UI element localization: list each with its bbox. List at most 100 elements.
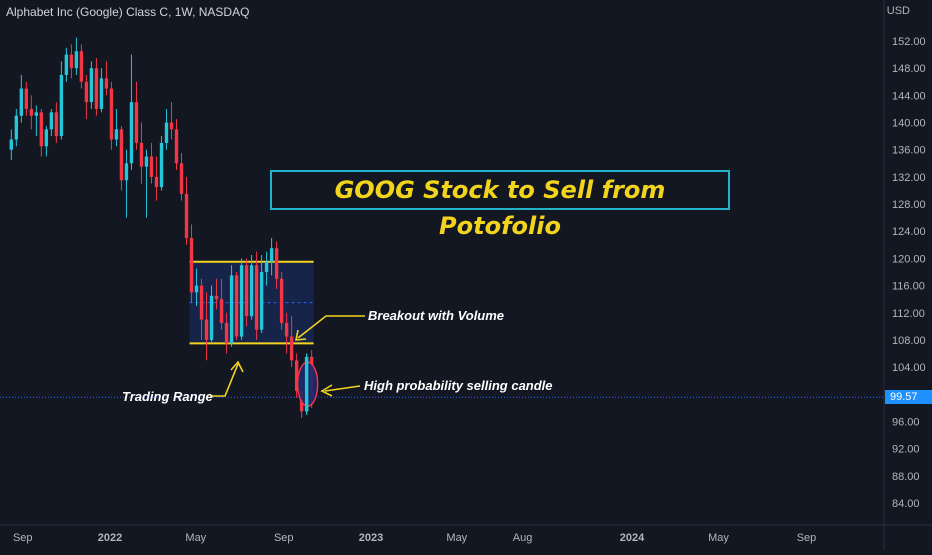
candle-body — [34, 112, 39, 116]
candle-body — [289, 336, 294, 361]
candle-body — [294, 360, 299, 391]
candle-body — [264, 261, 269, 272]
candle-body — [59, 74, 64, 137]
y-tick-label: 88.00 — [892, 471, 920, 483]
y-tick-label: 120.00 — [892, 253, 926, 265]
y-tick-label: 84.00 — [892, 498, 920, 510]
range-arrow-head — [230, 360, 244, 373]
candle-body — [69, 54, 74, 69]
chart-annotation-title: GOOG Stock to Sell from Potofolio — [270, 170, 730, 240]
breakout-arrow-head — [295, 329, 307, 341]
candle-body — [194, 285, 199, 293]
candle-body — [124, 163, 129, 181]
candle-body — [104, 78, 109, 89]
y-tick-label: 148.00 — [892, 63, 926, 75]
candle-body — [139, 142, 144, 167]
selling-arrow-line — [324, 385, 361, 392]
candle-body — [269, 248, 274, 262]
candle-body — [14, 115, 19, 140]
candle-body — [249, 265, 254, 317]
y-tick-label: 124.00 — [892, 226, 926, 238]
candle-body — [144, 156, 149, 167]
candle-body — [159, 142, 164, 188]
candle-body — [214, 295, 219, 300]
candle-body — [239, 265, 244, 337]
breakout-annotation: Breakout with Volume — [368, 308, 505, 323]
y-tick-label: 144.00 — [892, 90, 926, 102]
candle-body — [79, 51, 84, 82]
candle-body — [179, 163, 184, 194]
candle-body — [284, 322, 289, 337]
candle-body — [244, 265, 249, 317]
candle-body — [254, 265, 259, 330]
candle-body — [224, 322, 229, 344]
y-tick-label: 108.00 — [892, 335, 926, 347]
y-tick-label: 112.00 — [892, 308, 925, 320]
annotation-arrows-layer — [210, 315, 365, 415]
candle-body — [199, 285, 204, 320]
candle-body — [39, 112, 44, 147]
y-tick-label: 152.00 — [892, 36, 926, 48]
candle-body — [209, 295, 214, 340]
chart-header-title: Alphabet Inc (Google) Class C, 1W, NASDA… — [6, 5, 250, 19]
candle-body — [229, 275, 234, 344]
candle-body — [84, 81, 89, 103]
candle-body — [259, 272, 264, 330]
x-tick-label: Aug — [513, 532, 533, 544]
x-tick-label: May — [708, 532, 729, 544]
currency-label: USD — [886, 5, 910, 17]
candle-body — [134, 102, 139, 143]
candle-body — [89, 68, 94, 103]
candle-body — [149, 156, 154, 177]
candle-body — [189, 238, 194, 293]
x-tick-label: 2024 — [620, 532, 645, 544]
candle-body — [164, 122, 169, 143]
candle-body — [279, 278, 284, 323]
range-arrow-line — [210, 363, 239, 397]
candle-body — [49, 112, 54, 130]
candle-body — [24, 88, 29, 109]
last-price-tag: 99.57 — [885, 390, 932, 405]
candle-body — [44, 129, 49, 147]
candle-body — [274, 248, 279, 279]
candle-body — [114, 129, 119, 140]
candle-body — [169, 122, 174, 130]
candle-body — [9, 139, 14, 150]
candle-body — [234, 275, 239, 337]
x-tick-label: May — [446, 532, 467, 544]
selling-candle-annotation: High probability selling candle — [364, 378, 553, 393]
y-tick-label: 116.00 — [892, 281, 925, 293]
candle-body — [154, 176, 159, 188]
candle-body — [119, 129, 124, 181]
candle-body — [204, 319, 209, 340]
candle-body — [29, 108, 34, 116]
x-tick-label: Sep — [274, 532, 294, 544]
breakout-arrow-line — [297, 315, 365, 339]
x-tick-label: May — [185, 532, 206, 544]
candle-body — [129, 102, 134, 164]
x-tick-label: 2023 — [359, 532, 383, 544]
y-tick-label: 140.00 — [892, 118, 926, 130]
candle-body — [174, 129, 179, 164]
x-tick-label: 2022 — [98, 532, 122, 544]
x-tick-label: Sep — [797, 532, 817, 544]
y-tick-label: 136.00 — [892, 145, 926, 157]
candles-layer — [9, 37, 314, 419]
candle-body — [64, 54, 69, 75]
candle-body — [94, 68, 99, 109]
candle-body — [219, 299, 224, 323]
y-tick-label: 92.00 — [892, 444, 920, 456]
candle-body — [184, 193, 189, 239]
candle-body — [54, 112, 59, 137]
x-tick-label: Sep — [13, 532, 33, 544]
y-tick-label: 96.00 — [892, 416, 920, 428]
trading-range-annotation: Trading Range — [122, 389, 213, 404]
candle-body — [304, 356, 309, 412]
candle-body — [99, 78, 104, 109]
y-tick-label: 128.00 — [892, 199, 926, 211]
candle-body — [109, 88, 114, 140]
selling-arrow-head — [320, 384, 333, 397]
